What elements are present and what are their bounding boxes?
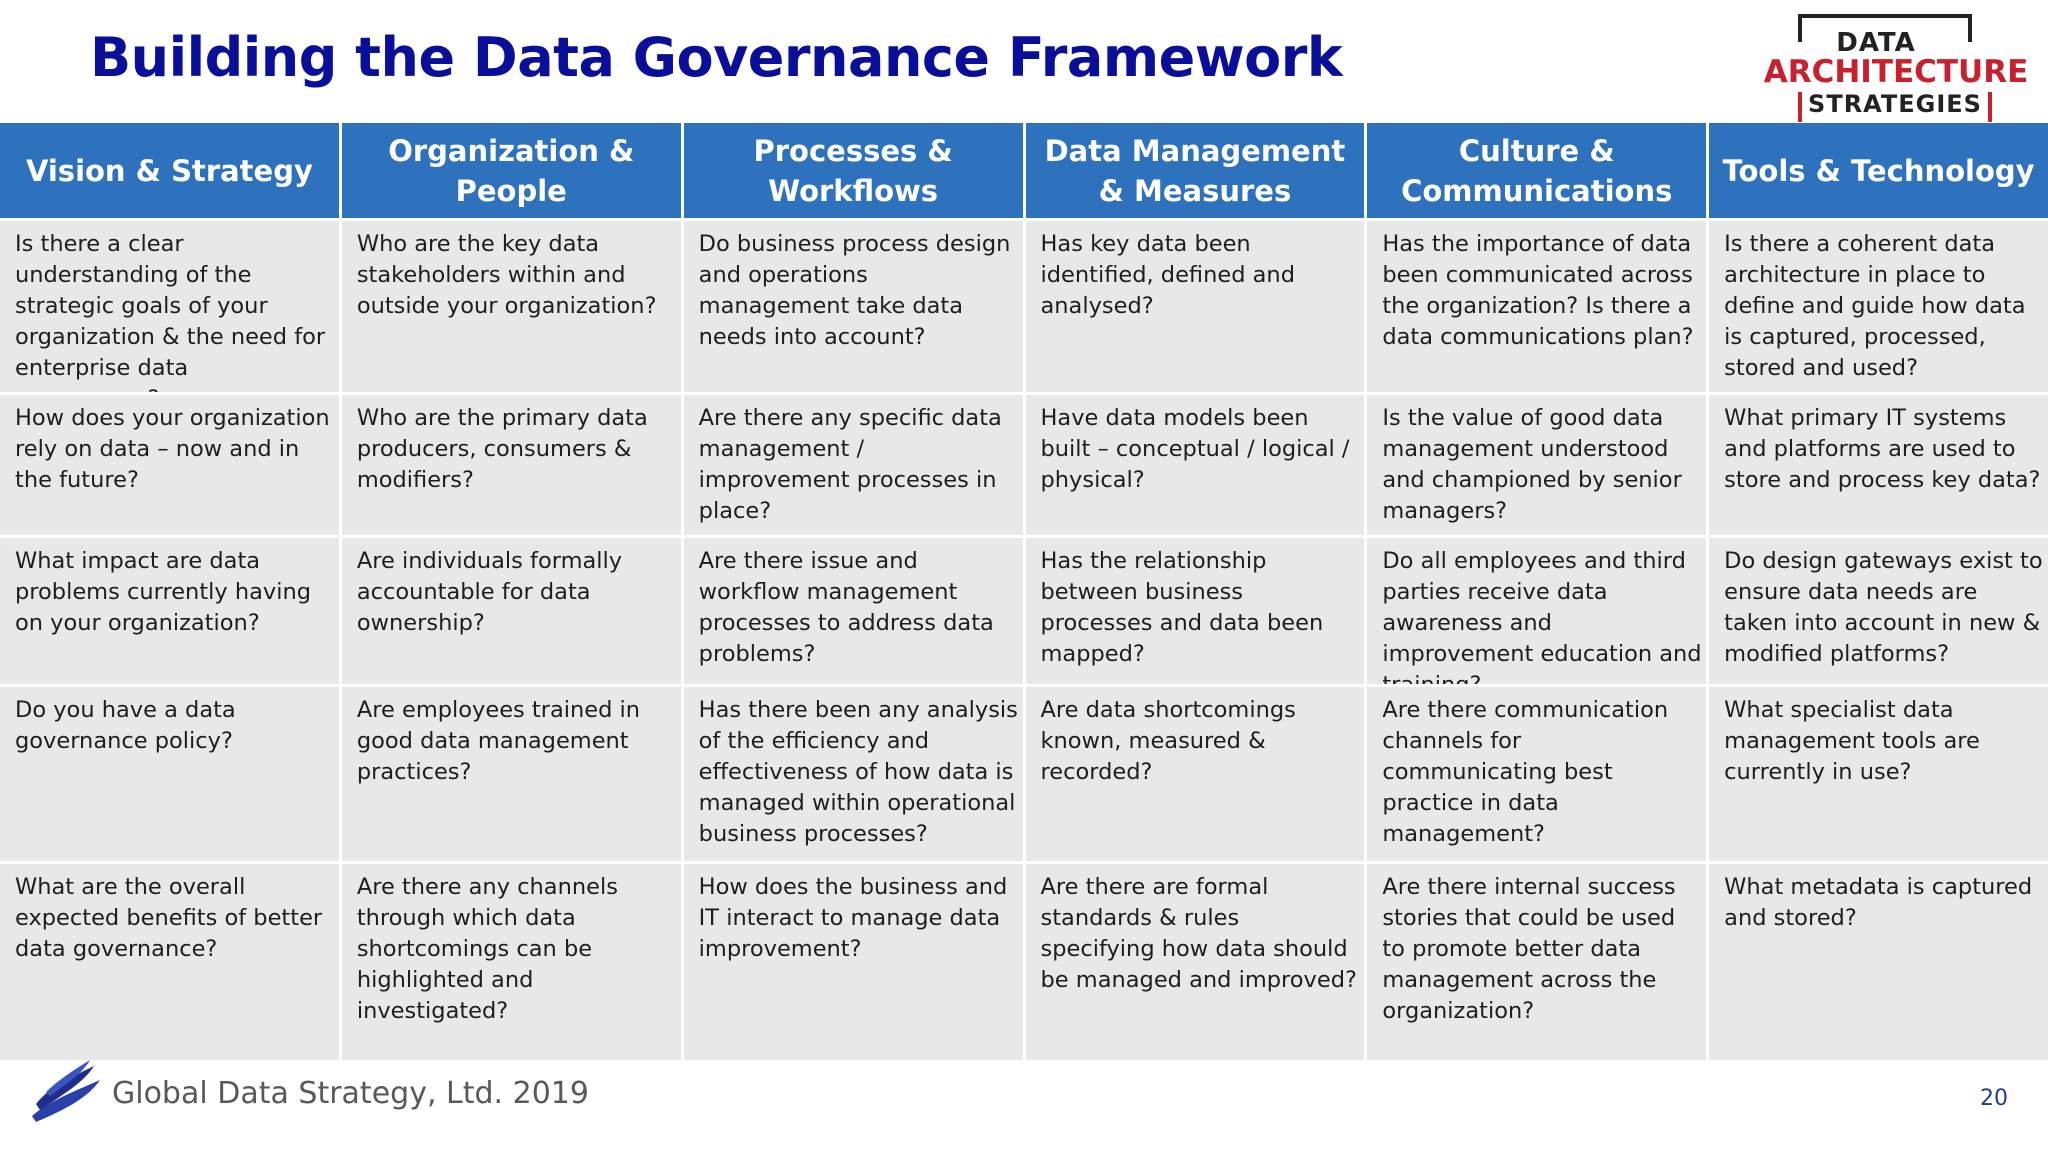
table-cell: What impact are data problems currently … <box>0 538 339 684</box>
table-cell: Do all employees and third parties recei… <box>1367 538 1707 684</box>
column-header: Data Management & Measures <box>1025 123 1365 218</box>
table-cell: Are there issue and workflow management … <box>683 538 1023 684</box>
page-number: 20 <box>1980 1086 2008 1111</box>
table-cell: Has the relationship between business pr… <box>1025 538 1365 684</box>
table-cell: Who are the key data stakeholders within… <box>341 221 681 392</box>
logo-bracket-bottom-left <box>1798 92 1802 122</box>
column-header: Vision & Strategy <box>0 123 339 218</box>
table-cell: What metadata is captured and stored? <box>1709 864 2048 1060</box>
table-cell: What primary IT systems and platforms ar… <box>1709 395 2048 535</box>
governance-framework-table: Vision & Strategy Organization & People … <box>0 123 2048 1060</box>
table-cell: Are there are formal standards & rules s… <box>1025 864 1365 1060</box>
table-cell: Is the value of good data management und… <box>1367 395 1707 535</box>
logo-bracket-bottom-right <box>1988 92 1992 122</box>
table-cell: Has key data been identified, defined an… <box>1025 221 1365 392</box>
logo-word-strategies: STRATEGIES <box>1808 90 1982 118</box>
table-cell: Are there any specific data management /… <box>683 395 1023 535</box>
footer-company-text: Global Data Strategy, Ltd. 2019 <box>112 1076 589 1111</box>
swoosh-logo-icon <box>32 1060 100 1122</box>
slide-title: Building the Data Governance Framework <box>90 26 1343 89</box>
column-header: Tools & Technology <box>1709 123 2048 218</box>
logo-bracket-left <box>1798 14 1802 42</box>
table-cell: What are the overall expected benefits o… <box>0 864 339 1060</box>
table-cell: Do design gateways exist to ensure data … <box>1709 538 2048 684</box>
table-cell: Are there internal success stories that … <box>1367 864 1707 1060</box>
table-cell: Are individuals formally accountable for… <box>341 538 681 684</box>
table-cell: Have data models been built – conceptual… <box>1025 395 1365 535</box>
table-cell: Are there any channels through which dat… <box>341 864 681 1060</box>
table-cell: Is there a coherent data architecture in… <box>1709 221 2048 392</box>
logo-bracket-right <box>1968 14 1972 42</box>
data-architecture-strategies-logo: DATA ARCHITECTURE STRATEGIES <box>1756 14 2036 126</box>
table-cell: How does the business and IT interact to… <box>683 864 1023 1060</box>
column-header: Processes & Workflows <box>683 123 1023 218</box>
table-cell: Who are the primary data producers, cons… <box>341 395 681 535</box>
table-cell: Has there been any analysis of the effic… <box>683 687 1023 861</box>
column-header: Organization & People <box>341 123 681 218</box>
table-cell: What specialist data management tools ar… <box>1709 687 2048 861</box>
table-cell: Do business process design and operation… <box>683 221 1023 392</box>
logo-bracket-top <box>1798 14 1972 18</box>
table-cell: Are employees trained in good data manag… <box>341 687 681 861</box>
table-cell: How does your organization rely on data … <box>0 395 339 535</box>
table-cell: Has the importance of data been communic… <box>1367 221 1707 392</box>
table-cell: Do you have a data governance policy? <box>0 687 339 861</box>
table-cell: Is there a clear understanding of the st… <box>0 221 339 392</box>
table-cell: Are there communication channels for com… <box>1367 687 1707 861</box>
table-cell: Are data shortcomings known, measured & … <box>1025 687 1365 861</box>
logo-word-data: DATA <box>1836 28 1916 58</box>
column-header: Culture & Communications <box>1367 123 1707 218</box>
logo-word-architecture: ARCHITECTURE <box>1763 54 2029 90</box>
